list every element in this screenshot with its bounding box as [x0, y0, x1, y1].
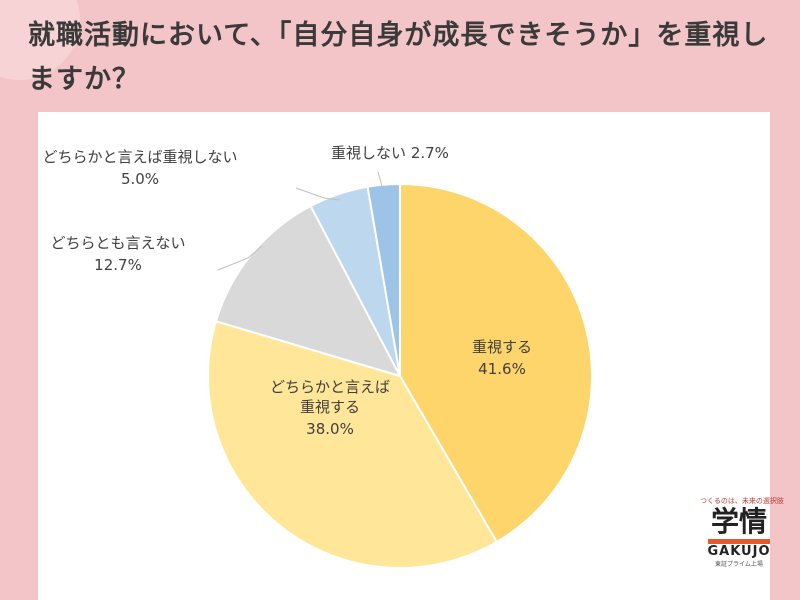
slice-label: 重視する: [472, 338, 532, 356]
chart-title: 就職活動において、「自分自身が成長できそうか」を重視しますか？: [28, 20, 769, 95]
pie-slice: [207, 320, 499, 569]
leader-line: [217, 245, 263, 271]
slice-label: 重視しない 2.7%: [331, 144, 449, 162]
slice-label: どちらかと言えば重視しない: [42, 148, 237, 166]
logo-bar: [708, 539, 770, 544]
slice-label: どちらかと言えば: [270, 378, 390, 396]
slice-label: どちらとも言えない: [50, 234, 185, 252]
logo-sub: 東証プライム上場: [715, 561, 763, 568]
pie-slice: [366, 182, 401, 377]
slice-value-label: 12.7%: [94, 256, 142, 274]
pie-slice: [399, 182, 593, 544]
gakujo-logo: つくるのは、未来の選択肢 学情 GAKUJO 東証プライム上場: [700, 496, 784, 568]
leader-line: [295, 187, 341, 201]
slice-label: 重視する: [300, 398, 360, 416]
leader-line: [377, 171, 383, 187]
logo-kanji: 学情: [710, 505, 767, 538]
slice-value-label: 5.0%: [121, 170, 159, 188]
pie-slice: [214, 204, 402, 378]
logo-name: GAKUJO: [707, 544, 771, 559]
slice-value-label: 41.6%: [478, 360, 526, 378]
logo-tagline: つくるのは、未来の選択肢: [700, 497, 784, 505]
slice-value-label: 38.0%: [306, 420, 354, 438]
